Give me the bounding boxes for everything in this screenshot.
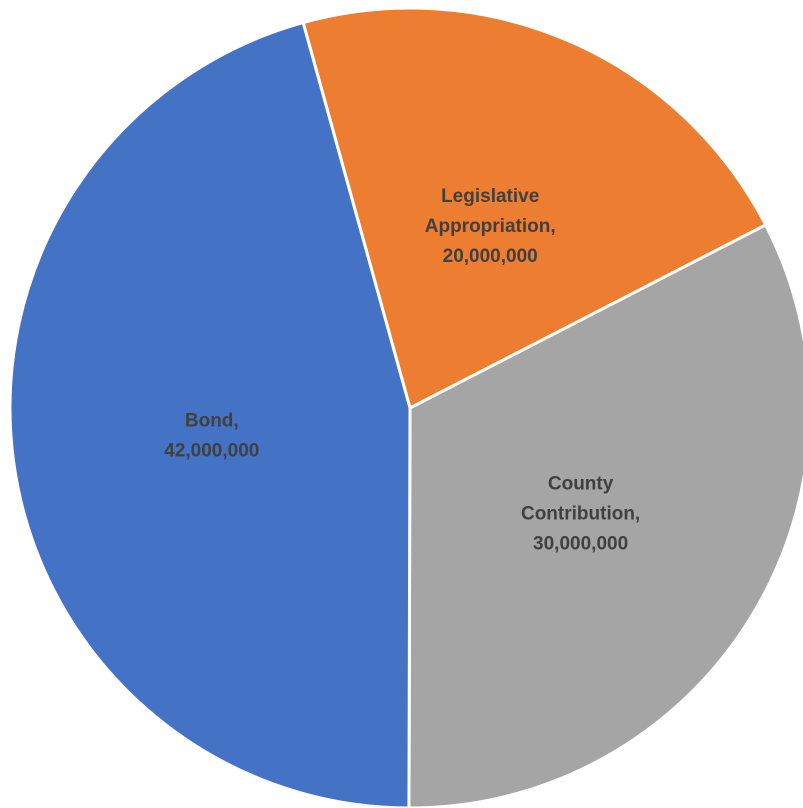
data-label-line: Contribution,: [521, 503, 640, 524]
pie-slice-legislative-appropriation: [301, 6, 768, 410]
data-label-legislative-appropriation: Legislative Appropriation, 20,000,000: [425, 186, 556, 267]
data-label-line: Legislative: [441, 186, 539, 207]
data-label-line: 42,000,000: [164, 441, 259, 462]
data-label-line: Bond,: [185, 411, 239, 432]
pie-slice-bond: [8, 21, 412, 808]
pie-slices: [8, 6, 803, 808]
data-label-line: County: [548, 473, 614, 494]
data-label-line: 20,000,000: [443, 246, 538, 267]
pie-labels: Legislative Appropriation, 20,000,000 Count…: [164, 186, 640, 555]
data-label-line: Appropriation,: [425, 216, 556, 237]
data-label-county-contribution: County Contribution, 30,000,000: [521, 473, 640, 554]
data-label-bond: Bond, 42,000,000: [164, 411, 259, 462]
data-label-line: 30,000,000: [533, 533, 628, 554]
